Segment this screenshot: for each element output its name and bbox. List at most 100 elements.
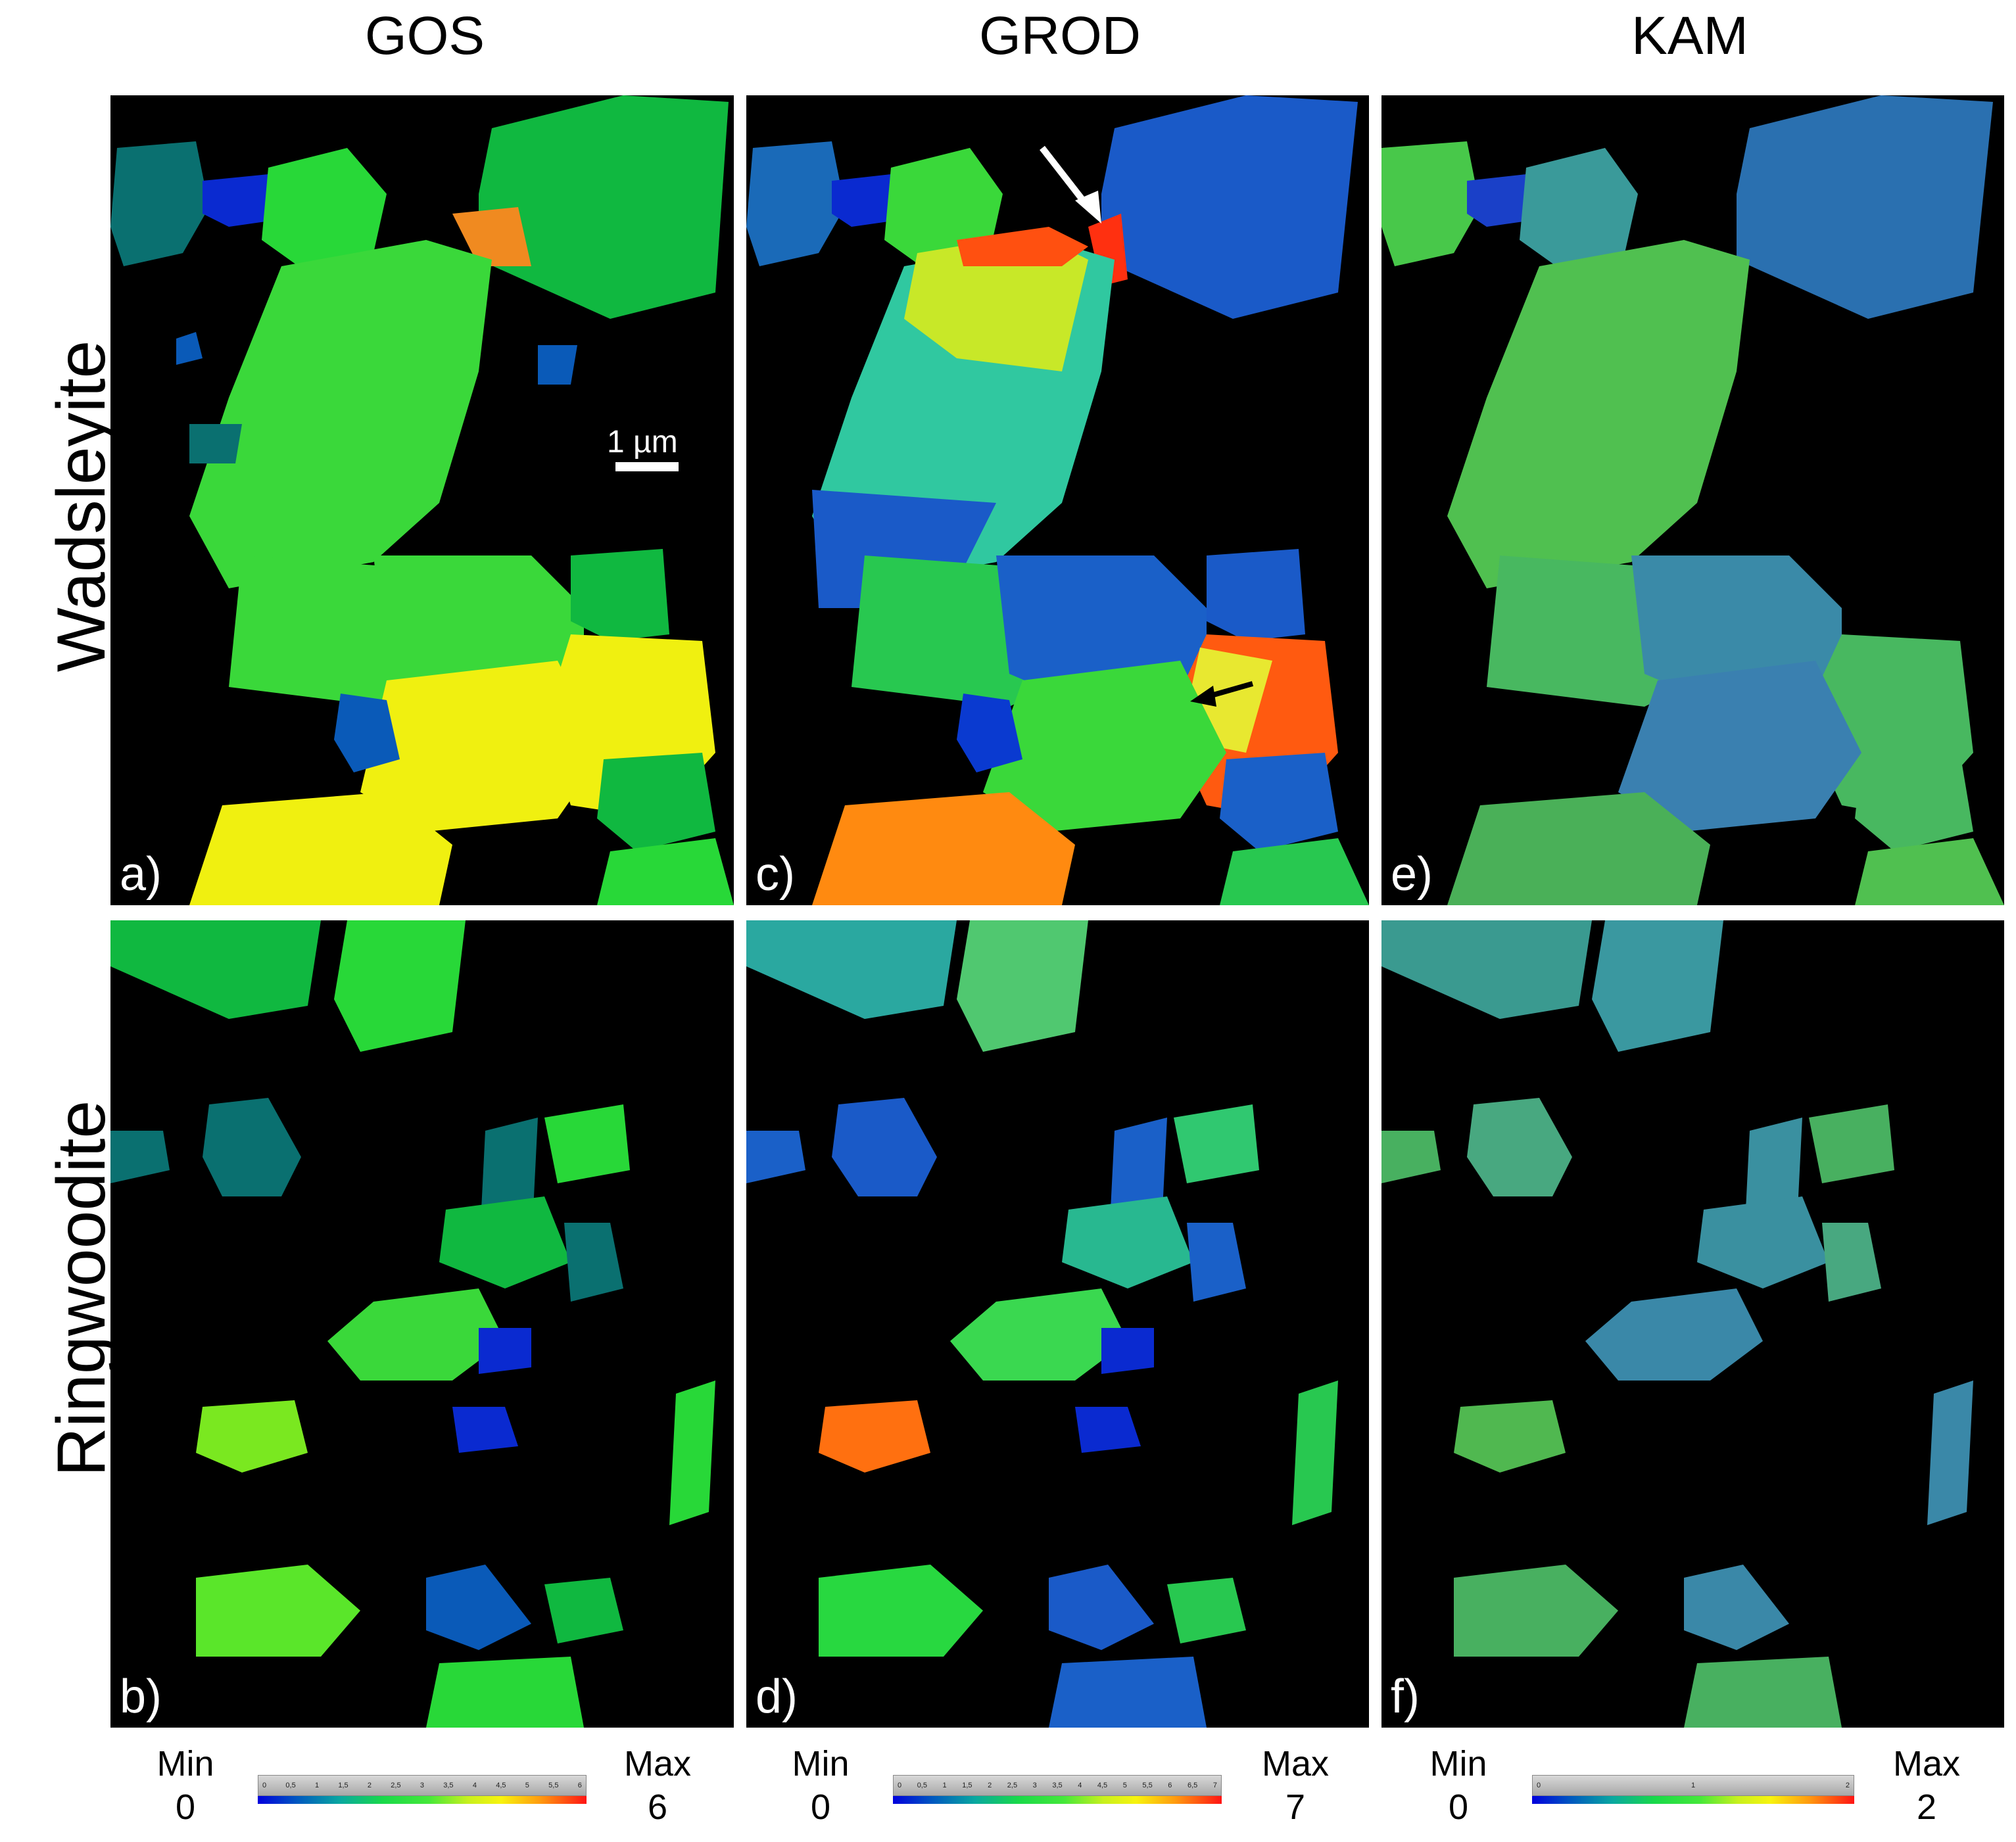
grain [1207,549,1305,641]
colorbar-grod-min: Min 0 [781,1742,860,1829]
max-label: Max [1261,1744,1329,1783]
grain [904,233,1088,371]
panel-d-grod-ringwoodite: d) [746,920,1369,1728]
max-label: Max [623,1744,691,1783]
grain [327,1288,505,1381]
grain [1855,838,2004,905]
grain [1062,1196,1193,1288]
min-label: Min [1429,1744,1487,1783]
max-value: 7 [1285,1787,1306,1827]
grain [1592,920,1723,1052]
grain [669,1381,715,1525]
grain [1809,1104,1894,1183]
grain [176,332,203,365]
grain [1447,792,1710,905]
grain [571,549,669,641]
grain [544,1578,623,1643]
panel-label-c: c) [756,848,795,901]
grain [832,174,898,227]
min-value: 0 [1448,1787,1469,1827]
grain [957,227,1088,266]
min-value: 0 [810,1787,831,1827]
grain [189,792,452,905]
grain [452,207,531,266]
grain [262,148,387,273]
colorbar-gos-min: Min 0 [146,1742,225,1829]
grain [1585,1288,1763,1381]
grain [479,1328,531,1374]
grain [110,920,321,1019]
grain [1454,1565,1618,1657]
panel-b-gos-ringwoodite: b) [110,920,734,1728]
grain [564,1223,623,1302]
grain [1467,1098,1572,1196]
column-title-grod: GROD [979,6,1141,66]
colorbar-grod-track: 0 0,5 1 1,5 2 2,5 3 3,5 4 4,5 5 5,5 6 6,5 7 [893,1775,1222,1796]
grain [983,661,1226,832]
grain [1454,1400,1566,1473]
grain [544,1104,630,1183]
grain [1697,1196,1829,1288]
grain [426,1657,584,1728]
row-title-ringwoodite: Ringwoodite [43,1100,120,1477]
panel-label-b: b) [120,1670,162,1723]
colorbar-gos-max: Max 6 [618,1742,697,1829]
max-value: 2 [1916,1787,1937,1827]
row-title-wadsleyite: Wadsleyite [43,340,120,673]
grain [746,920,957,1019]
grain [1174,1104,1259,1183]
panel-f-kam-ringwoodite: f) [1381,920,2004,1728]
grain [196,1400,308,1473]
grain [819,1400,930,1473]
grain [110,1131,170,1183]
grain [746,1131,805,1183]
grain [746,141,845,266]
panel-label-a: a) [120,848,162,901]
grain [1381,920,1592,1019]
grain [360,661,604,832]
max-label: Max [1892,1744,1960,1783]
colorbar-gos-track: 0 0,5 1 1,5 2 2,5 3 3,5 4 4,5 5 5,5 6 [258,1775,587,1796]
grain [110,141,209,266]
colorbar-grod-ramp [893,1796,1222,1804]
grain [196,1565,360,1657]
grain [1167,1578,1246,1643]
grain [832,1098,937,1196]
grain [1220,753,1338,851]
colorbar-gos-ramp [258,1796,587,1804]
panel-e-kam-wadsleyite: e) [1381,95,2004,905]
grain [1447,240,1750,588]
grain [1187,1223,1246,1302]
grain [452,1407,518,1453]
colorbar-kam-max: Max 2 [1887,1742,1966,1829]
min-label: Min [792,1744,850,1783]
grain [334,920,466,1052]
black-arrow [1190,681,1254,707]
grain [189,424,242,463]
grain [1220,838,1369,905]
grain [479,95,729,319]
scale-bar-label: 1 µm [607,425,678,460]
colorbar-kam-min: Min 0 [1419,1742,1498,1829]
grain [1855,753,1973,851]
scale-bar [615,462,679,471]
grain [1618,661,1861,832]
grain [1101,95,1358,319]
panel-label-e: e) [1391,848,1433,901]
grain [1684,1565,1789,1650]
panel-label-d: d) [756,1670,798,1723]
colorbar-grod-max: Max 7 [1256,1742,1335,1829]
grain [334,694,400,772]
panel-c-grod-wadsleyite: c) [746,95,1369,905]
grain [950,1288,1128,1381]
grain [1822,1223,1881,1302]
grain [1737,95,1993,319]
grain [426,1565,531,1650]
grain [1101,1328,1154,1374]
min-value: 0 [175,1787,196,1827]
grain [189,240,492,588]
panel-a-gos-wadsleyite: 1 µm a) [110,95,734,905]
panel-label-f: f) [1391,1670,1420,1723]
grain [439,1196,571,1288]
